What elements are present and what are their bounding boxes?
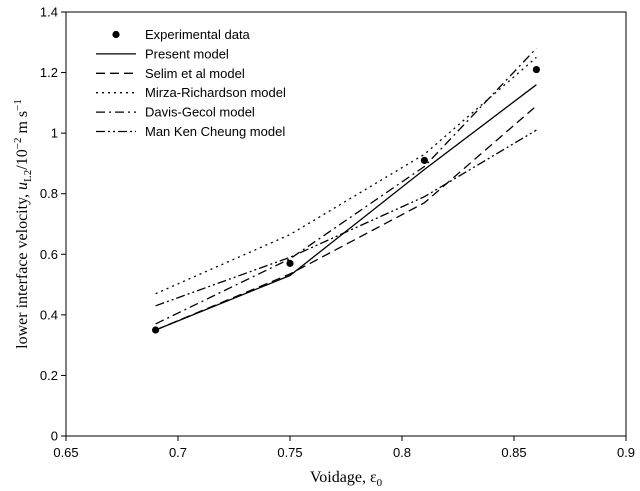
- y-axis-title-variable: u: [14, 182, 31, 190]
- experimental-point: [532, 65, 541, 74]
- series-line-4: [155, 47, 537, 325]
- series-line-1: [155, 84, 537, 331]
- y-tick-label: 0.4: [40, 307, 58, 322]
- series-line-5: [155, 129, 537, 307]
- series-layer: [155, 47, 537, 331]
- y-axis-title-subscript: L2: [22, 170, 34, 182]
- x-tick-label: 0.85: [501, 445, 526, 460]
- x-axis-title: Voidage, ε0: [310, 469, 383, 489]
- x-tick-label: 0.9: [617, 445, 635, 460]
- y-axis-title-exponent: −2: [12, 138, 24, 150]
- x-axis: 0.65 0.7 0.75 0.8 0.85 0.9: [53, 436, 635, 460]
- x-tick-label: 0.75: [277, 445, 302, 460]
- legend-label-5: Man Ken Cheung model: [145, 124, 285, 139]
- y-axis-title-unit: m s: [14, 111, 31, 138]
- legend: Experimental data Present model Selim et a…: [96, 27, 286, 139]
- plot-area: [65, 11, 627, 437]
- x-tick-label: 0.65: [53, 445, 78, 460]
- y-tick-label: 0.6: [40, 247, 58, 262]
- series-line-2: [155, 105, 537, 331]
- experimental-point: [420, 156, 428, 164]
- legend-label-3: Mirza-Richardson model: [145, 85, 286, 100]
- y-tick-label: 0.2: [40, 368, 58, 383]
- legend-label-experimental: Experimental data: [145, 27, 251, 42]
- experimental-point: [152, 326, 160, 334]
- experimental-point: [286, 259, 294, 267]
- legend-marker-experimental: [112, 30, 120, 39]
- x-tick-label: 0.8: [393, 445, 411, 460]
- y-axis-title-unit-exponent: −1: [12, 99, 24, 111]
- y-tick-label: 0: [51, 429, 58, 444]
- legend-label-4: Davis-Gecol model: [145, 105, 255, 120]
- y-axis-title-label: lower interface velocity,: [14, 190, 31, 349]
- y-tick-label: 0.8: [40, 186, 58, 201]
- series-line-3: [155, 56, 537, 295]
- y-tick-label: 1.2: [40, 65, 58, 80]
- y-axis: 0 0.2 0.4 0.6 0.8 1 1.2 1.4: [40, 5, 66, 444]
- y-axis-title: lower interface velocity, uL2/10−2 m s−1: [12, 99, 34, 349]
- x-axis-title-text: Voidage, ε: [310, 469, 377, 486]
- experimental-points: [152, 65, 541, 334]
- legend-label-1: Present model: [145, 46, 229, 61]
- y-tick-label: 1.4: [40, 5, 58, 20]
- y-tick-label: 1: [51, 126, 58, 141]
- y-axis-title-scale: /10: [14, 149, 31, 169]
- x-axis-title-subscript: 0: [377, 477, 383, 489]
- x-tick-label: 0.7: [169, 445, 187, 460]
- legend-label-2: Selim et al model: [145, 66, 245, 81]
